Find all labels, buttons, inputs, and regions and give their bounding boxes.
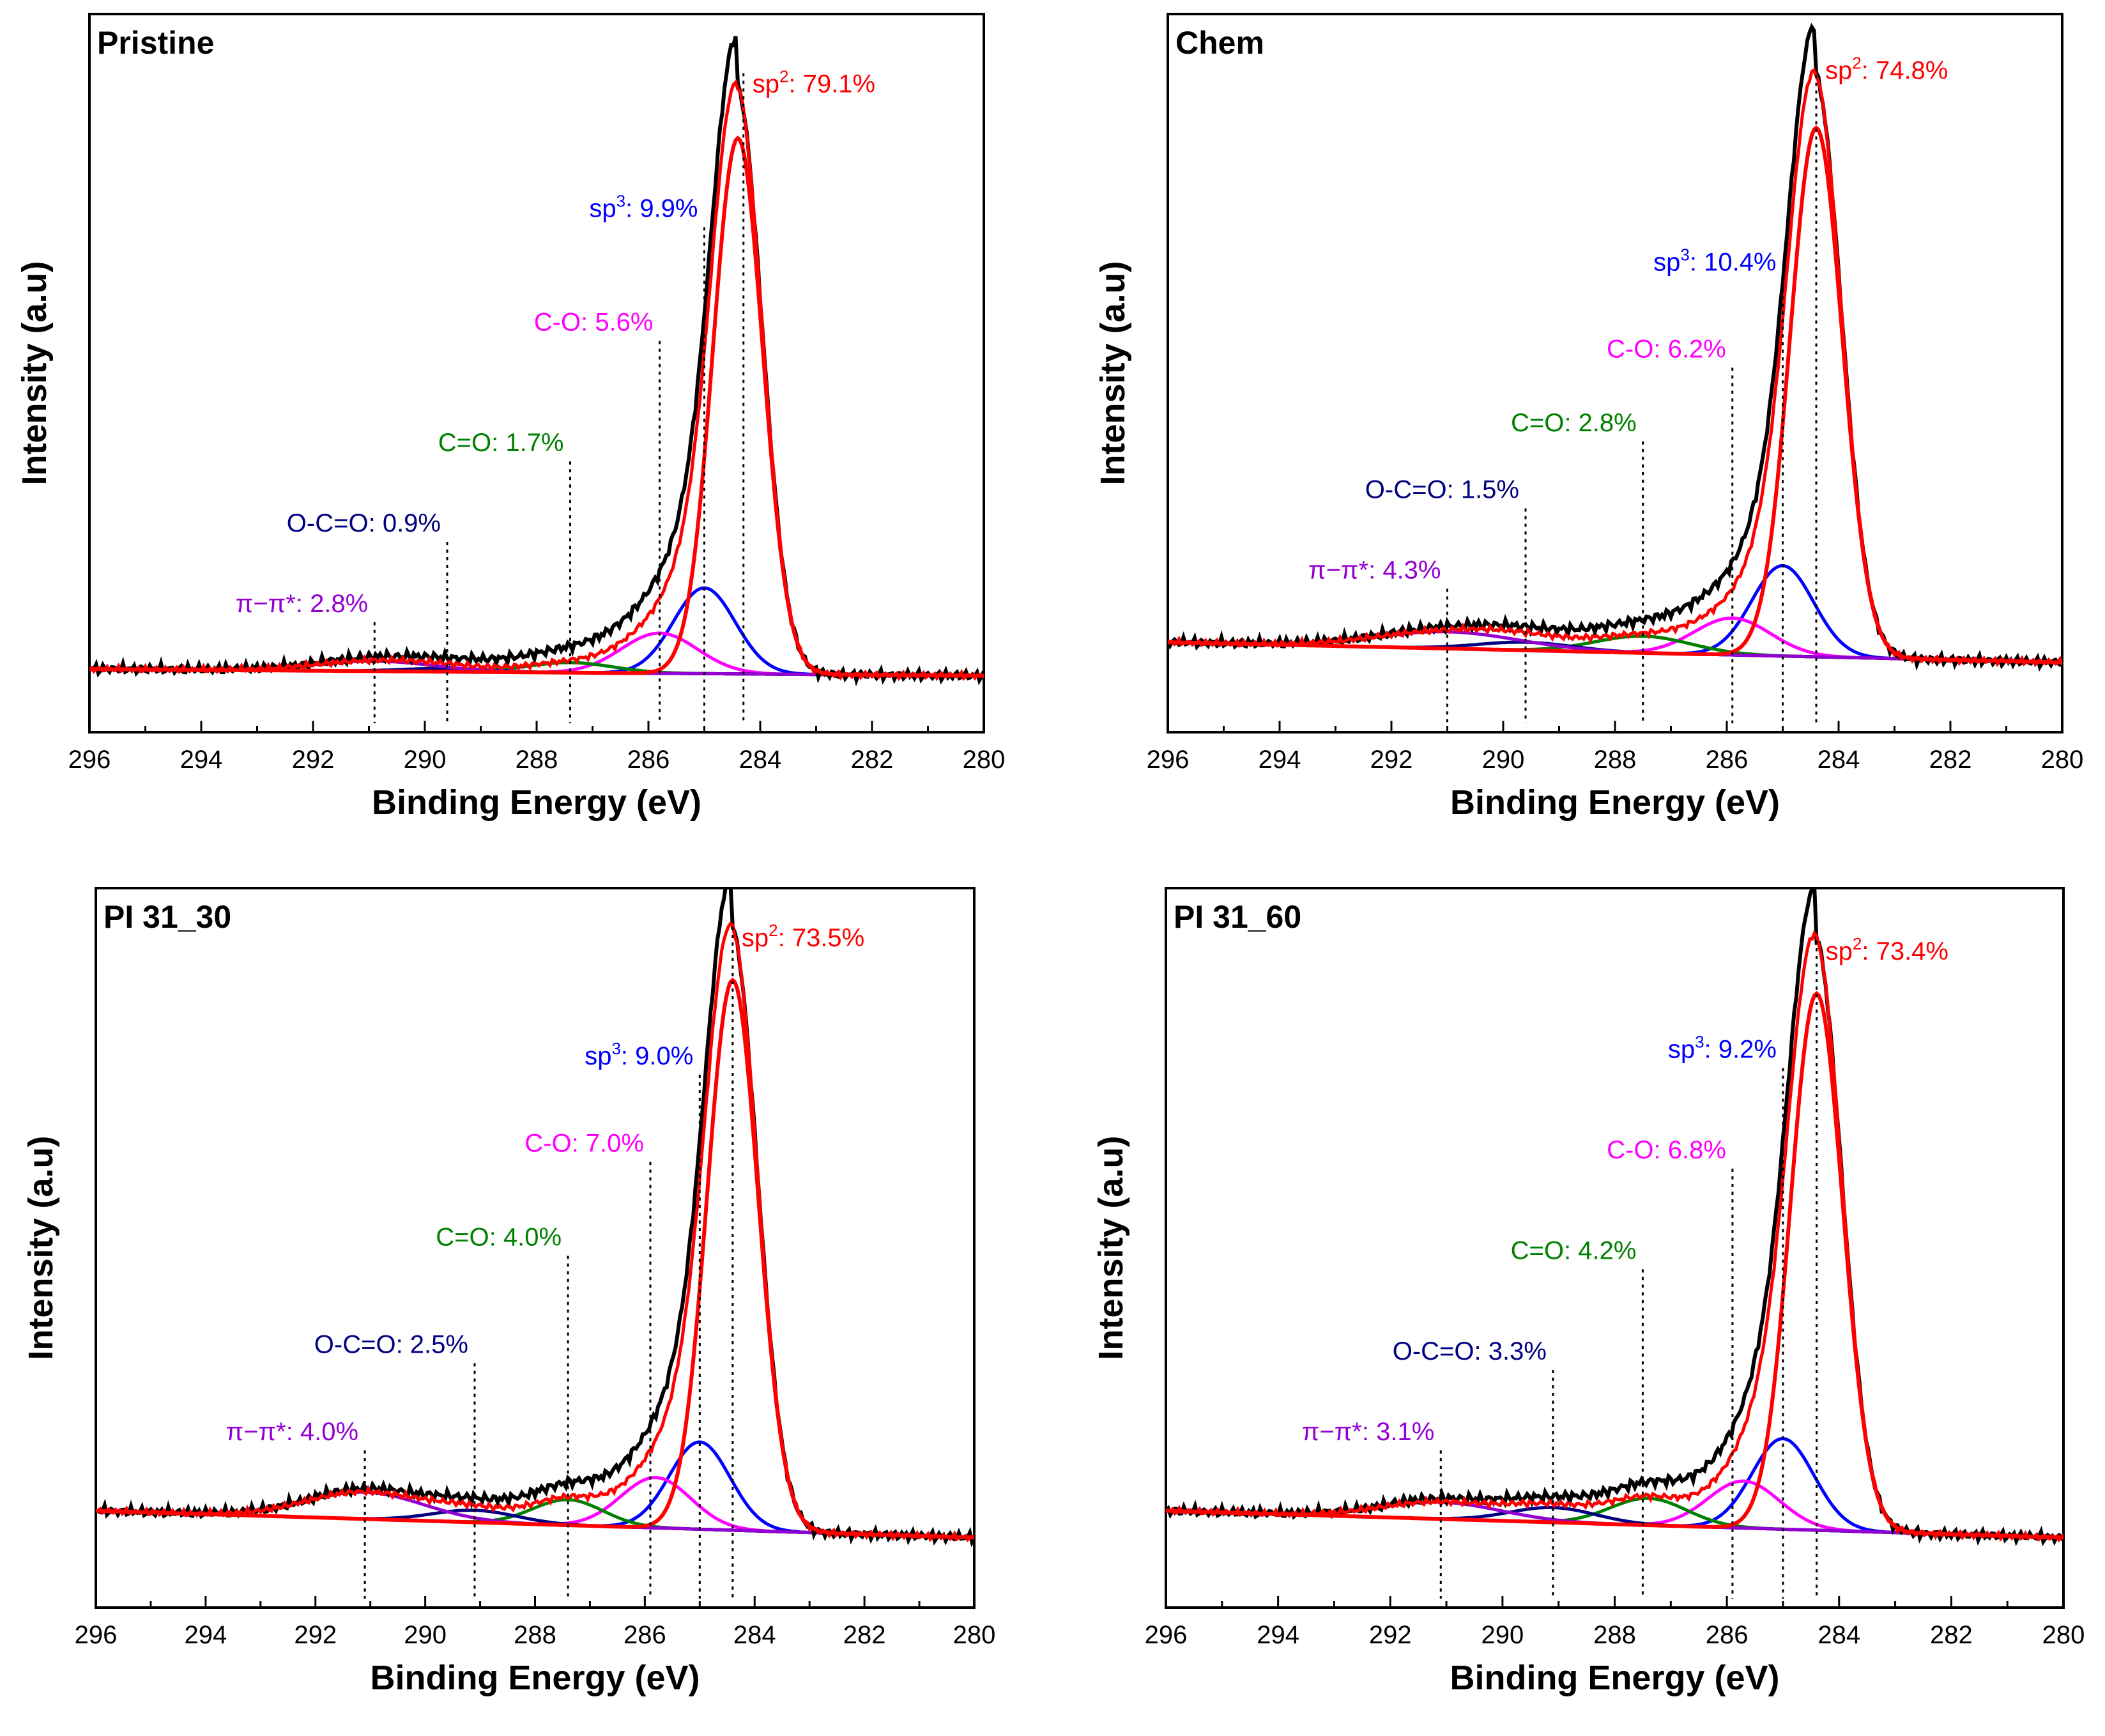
peak-label-oco: O-C=O: 2.5% (314, 1331, 468, 1359)
panel-title: Pristine (97, 25, 214, 61)
peak-label-sp2: sp2: 74.8% (1825, 53, 1948, 84)
y-axis-label: Intensity (a.u) (22, 1135, 60, 1360)
x-tick-label: 284 (1818, 1621, 1860, 1649)
peak-label-co: C=O: 4.2% (1511, 1237, 1637, 1265)
peak-label-oco: O-C=O: 3.3% (1393, 1337, 1547, 1365)
curves (1166, 888, 2063, 1547)
component-curve-sp2 (89, 135, 984, 678)
curves (96, 888, 974, 1548)
x-tick-label: 292 (294, 1621, 337, 1649)
peak-label-co: C=O: 4.0% (436, 1224, 562, 1252)
x-tick-label: 296 (75, 1621, 118, 1649)
y-axis-label: Intensity (a.u) (1094, 261, 1132, 485)
peak-label-co: C=O: 2.8% (1511, 409, 1637, 437)
x-tick-label: 286 (1706, 1621, 1749, 1649)
x-tick-label: 292 (1370, 746, 1413, 774)
x-tick-label: 292 (292, 746, 335, 774)
x-axis-label: Binding Energy (eV) (370, 1659, 700, 1697)
peak-label-sp2: sp2: 73.4% (1826, 934, 1948, 965)
curves (1168, 22, 2062, 672)
x-tick-label: 284 (739, 746, 782, 774)
peak-label-: π−π*: 3.1% (1302, 1418, 1435, 1446)
x-tick-label: 296 (1147, 746, 1190, 774)
peak-label-: π−π*: 4.3% (1308, 556, 1441, 584)
x-tick-label: 294 (185, 1621, 227, 1649)
panel-1: 296 294 292 290 288 286 284 282 280 Binding Energ… (15, 13, 1006, 822)
x-tick-label: 282 (1929, 746, 1972, 774)
x-tick-label: 290 (1481, 1621, 1524, 1649)
peak-label-sp3: sp3: 9.0% (585, 1039, 693, 1070)
x-tick-label: 294 (1259, 746, 1301, 774)
panel-2: 296 294 292 290 288 286 284 282 280 Binding Energ… (1094, 13, 2084, 822)
component-curve-sp2 (96, 977, 974, 1540)
peak-label-: π−π*: 4.0% (226, 1418, 359, 1446)
x-tick-label: 294 (180, 746, 223, 774)
peak-label-sp2: sp2: 79.1% (753, 66, 875, 98)
component-curve-sp2 (1166, 991, 2063, 1540)
peak-label-co: C=O: 1.7% (438, 429, 564, 457)
peak-label-co: C-O: 7.0% (524, 1130, 644, 1158)
peak-label-oco: O-C=O: 0.9% (287, 509, 441, 537)
x-tick-label: 286 (627, 746, 670, 774)
x-tick-label: 296 (68, 746, 111, 774)
peak-label-co: C-O: 5.6% (534, 309, 654, 337)
x-tick-label: 292 (1369, 1621, 1412, 1649)
x-tick-label: 280 (2042, 1621, 2085, 1649)
panel-4: 296 294 292 290 288 286 284 282 280 Binding Energ… (1092, 887, 2085, 1697)
x-tick-label: 282 (843, 1621, 886, 1649)
peak-label-oco: O-C=O: 1.5% (1365, 476, 1519, 504)
panel-3: 296 294 292 290 288 286 284 282 280 Binding Energ… (22, 887, 996, 1697)
x-axis-label: Binding Energy (eV) (372, 783, 701, 822)
x-tick-label: 288 (1593, 1621, 1636, 1649)
x-tick-label: 286 (624, 1621, 666, 1649)
x-tick-label: 282 (1930, 1621, 1973, 1649)
panel-title: PI 31_60 (1174, 899, 1301, 935)
x-axis-label: Binding Energy (eV) (1450, 1659, 1779, 1697)
y-axis-label: Intensity (a.u) (15, 261, 54, 485)
x-tick-label: 280 (2041, 746, 2084, 774)
peak-label-co: C-O: 6.2% (1607, 335, 1726, 364)
peak-label-: π−π*: 2.8% (236, 590, 369, 618)
x-tick-label: 284 (1818, 746, 1860, 774)
x-tick-label: 288 (514, 1621, 556, 1649)
x-tick-label: 284 (733, 1621, 776, 1649)
peak-label-sp2: sp2: 73.5% (742, 921, 864, 952)
x-tick-label: 282 (851, 746, 894, 774)
x-tick-label: 294 (1257, 1621, 1299, 1649)
component-curve-sp2 (1168, 125, 2062, 664)
panel-title: PI 31_30 (103, 899, 231, 935)
peak-label-sp3: sp3: 10.4% (1653, 245, 1776, 276)
y-axis-label: Intensity (a.u) (1092, 1135, 1130, 1360)
x-axis-label: Binding Energy (eV) (1450, 783, 1780, 822)
curves (89, 36, 984, 687)
x-tick-label: 290 (1482, 746, 1525, 774)
measured-envelope (1168, 22, 2062, 672)
peak-label-sp3: sp3: 9.2% (1668, 1033, 1777, 1064)
x-tick-label: 288 (1594, 746, 1637, 774)
panel-title: Chem (1175, 25, 1264, 61)
x-tick-label: 296 (1145, 1621, 1188, 1649)
peak-label-sp3: sp3: 9.9% (589, 191, 698, 222)
peak-label-co: C-O: 6.8% (1607, 1136, 1726, 1164)
x-tick-label: 280 (953, 1621, 996, 1649)
x-tick-label: 286 (1706, 746, 1749, 774)
x-tick-label: 290 (404, 746, 447, 774)
x-tick-label: 280 (963, 746, 1006, 774)
x-tick-label: 290 (404, 1621, 447, 1649)
x-tick-label: 288 (516, 746, 558, 774)
